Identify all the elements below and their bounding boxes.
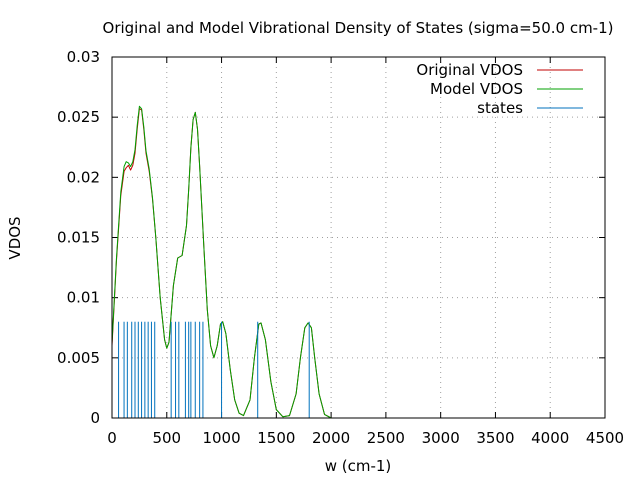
x-tick-label: 4000 <box>531 429 569 447</box>
x-tick-label: 3000 <box>422 429 460 447</box>
x-tick-label: 2500 <box>367 429 405 447</box>
y-tick-label: 0.02 <box>67 168 100 186</box>
plot-series <box>111 105 332 419</box>
x-tick-label: 1000 <box>202 429 240 447</box>
y-tick-label: 0.025 <box>57 108 100 126</box>
chart-title: Original and Model Vibrational Density o… <box>103 19 614 37</box>
axis-ticks: 0 500 1000 1500 2000 2500 3000 3500 4000 4500 0 0.0… <box>57 48 624 447</box>
x-tick-label: 0 <box>107 429 117 447</box>
legend-label-model-vdos: Model VDOS <box>430 80 523 98</box>
y-tick-label: 0.005 <box>57 349 100 367</box>
x-tick-label: 4500 <box>586 429 624 447</box>
x-tick-label: 500 <box>152 429 181 447</box>
y-tick-label: 0.01 <box>67 289 100 307</box>
grid-lines <box>112 57 605 418</box>
legend-label-original-vdos: Original VDOS <box>416 61 523 79</box>
legend-label-states: states <box>477 99 523 117</box>
y-axis-label: VDOS <box>6 216 24 259</box>
y-tick-label: 0 <box>90 409 100 427</box>
plot-border <box>111 56 606 419</box>
y-tick-label: 0.015 <box>57 229 100 247</box>
y-tick-label: 0.03 <box>67 48 100 66</box>
x-tick-label: 1500 <box>257 429 295 447</box>
x-axis-label: w (cm-1) <box>325 457 392 475</box>
x-tick-label: 2000 <box>312 429 350 447</box>
x-tick-label: 3500 <box>476 429 514 447</box>
model-vdos-line <box>111 105 332 419</box>
